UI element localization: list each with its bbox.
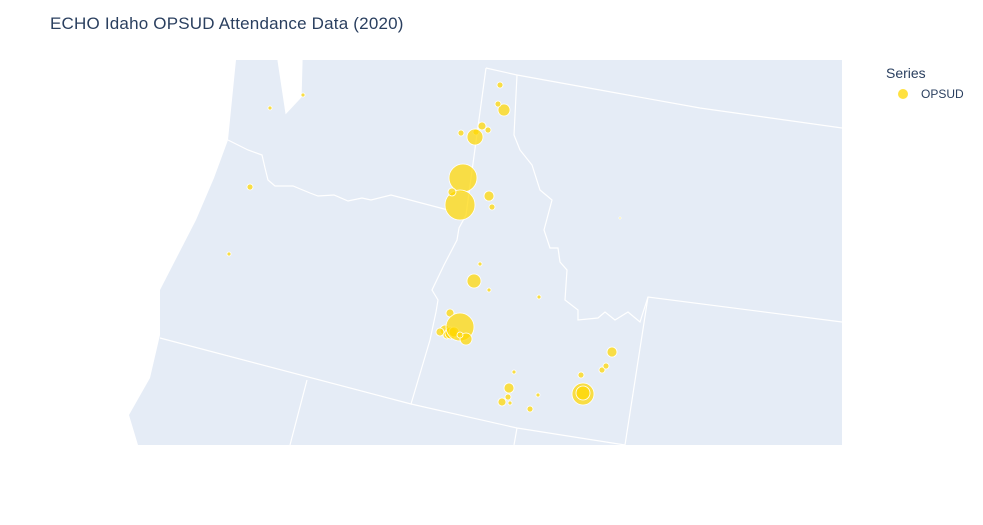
opsud-marker[interactable] (267, 105, 273, 111)
border-id-mt (513, 74, 842, 324)
opsud-marker[interactable] (435, 327, 445, 337)
opsud-marker[interactable] (456, 331, 464, 339)
opsud-marker[interactable] (494, 100, 502, 108)
opsud-marker[interactable] (457, 129, 465, 137)
opsud-marker[interactable] (598, 366, 606, 374)
opsud-marker[interactable] (300, 92, 306, 98)
border-idaho-north (485, 67, 518, 76)
border-canada (516, 74, 842, 129)
opsud-marker[interactable] (226, 251, 232, 257)
border-wa-or (227, 139, 449, 211)
opsud-marker[interactable] (575, 385, 591, 401)
land-area (129, 60, 842, 445)
opsud-marker[interactable] (577, 371, 585, 379)
opsud-marker[interactable] (488, 203, 496, 211)
opsud-marker[interactable] (484, 126, 492, 134)
opsud-marker[interactable] (444, 189, 476, 221)
opsud-marker[interactable] (246, 183, 254, 191)
opsud-marker[interactable] (602, 362, 610, 370)
opsud-marker[interactable] (503, 382, 515, 394)
border-nv-ut (513, 427, 518, 445)
opsud-marker[interactable] (497, 397, 507, 407)
legend-title: Series (886, 65, 926, 81)
legend-marker-icon (898, 89, 908, 99)
opsud-marker[interactable] (497, 103, 511, 117)
opsud-marker[interactable] (606, 346, 618, 358)
map-geography (129, 60, 842, 445)
opsud-marker[interactable] (507, 400, 513, 406)
opsud-marker[interactable] (483, 190, 495, 202)
legend-entry-label: OPSUD (921, 87, 964, 101)
opsud-marker[interactable] (504, 393, 512, 401)
border-bc-west (277, 60, 303, 115)
marker-layer[interactable] (226, 81, 622, 413)
opsud-marker[interactable] (535, 392, 541, 398)
opsud-marker[interactable] (477, 261, 483, 267)
border-id-wy (624, 296, 649, 445)
opsud-marker[interactable] (526, 405, 534, 413)
border-ca-nv (289, 379, 308, 445)
border-id-or (410, 311, 437, 405)
state-borders (159, 60, 842, 445)
page-title: ECHO Idaho OPSUD Attendance Data (2020) (50, 14, 404, 33)
opsud-marker[interactable] (466, 273, 482, 289)
opsud-marker[interactable] (477, 121, 487, 131)
legend: Series OPSUD (886, 65, 964, 101)
border-nv-north (159, 337, 626, 445)
opsud-marker[interactable] (536, 294, 542, 300)
opsud-marker[interactable] (511, 369, 517, 375)
opsud-marker[interactable] (618, 216, 622, 220)
opsud-marker[interactable] (447, 187, 457, 197)
opsud-marker[interactable] (486, 287, 492, 293)
legend-entry-opsud[interactable]: OPSUD (898, 87, 964, 101)
opsud-marker[interactable] (466, 128, 484, 146)
opsud-marker[interactable] (496, 81, 504, 89)
